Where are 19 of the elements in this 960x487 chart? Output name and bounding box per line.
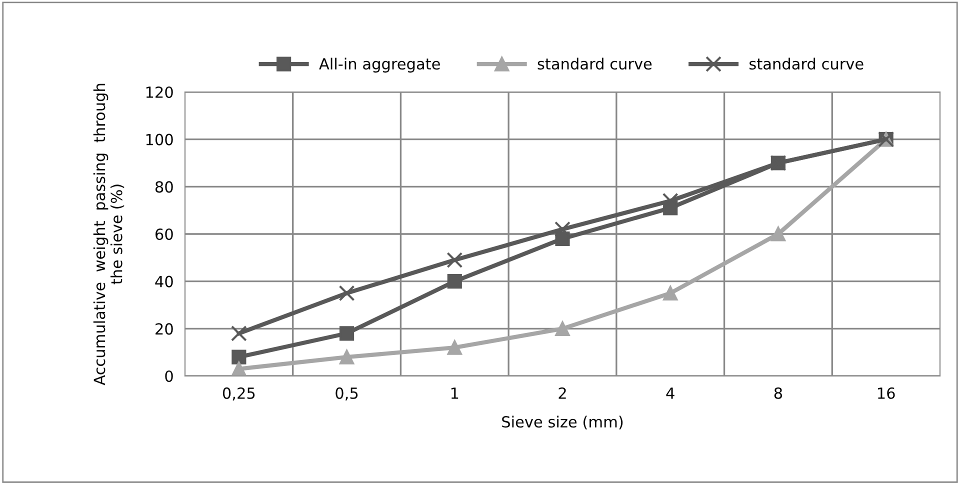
x-tick-label: 1	[451, 388, 458, 399]
y-tick-label: 20	[156, 323, 173, 335]
legend-label: standard curve	[750, 58, 864, 70]
y-tick-label: 120	[146, 86, 173, 98]
x-tick-label: 0,25	[222, 387, 255, 400]
y-tick-label: 80	[155, 181, 173, 193]
y-tick-label: 60	[156, 228, 173, 240]
x-axis-title: Sieve size (mm)	[502, 416, 623, 430]
x-tick-label: 8	[774, 387, 782, 399]
x-tick-label: 4	[666, 388, 674, 399]
y-tick-label: 100	[146, 134, 173, 146]
y-tick-label: 40	[155, 276, 173, 288]
legend-label: All-in aggregate	[319, 58, 440, 73]
x-tick-label: 0,5	[336, 387, 358, 400]
y-axis-title: Accumulative weight passing through the sieve (%)	[93, 84, 124, 386]
x-tick-label: 2	[558, 387, 566, 399]
y-tick-label: 0	[165, 370, 173, 382]
x-tick-label: 16	[878, 387, 895, 399]
legend-label: standard curve	[538, 58, 652, 70]
